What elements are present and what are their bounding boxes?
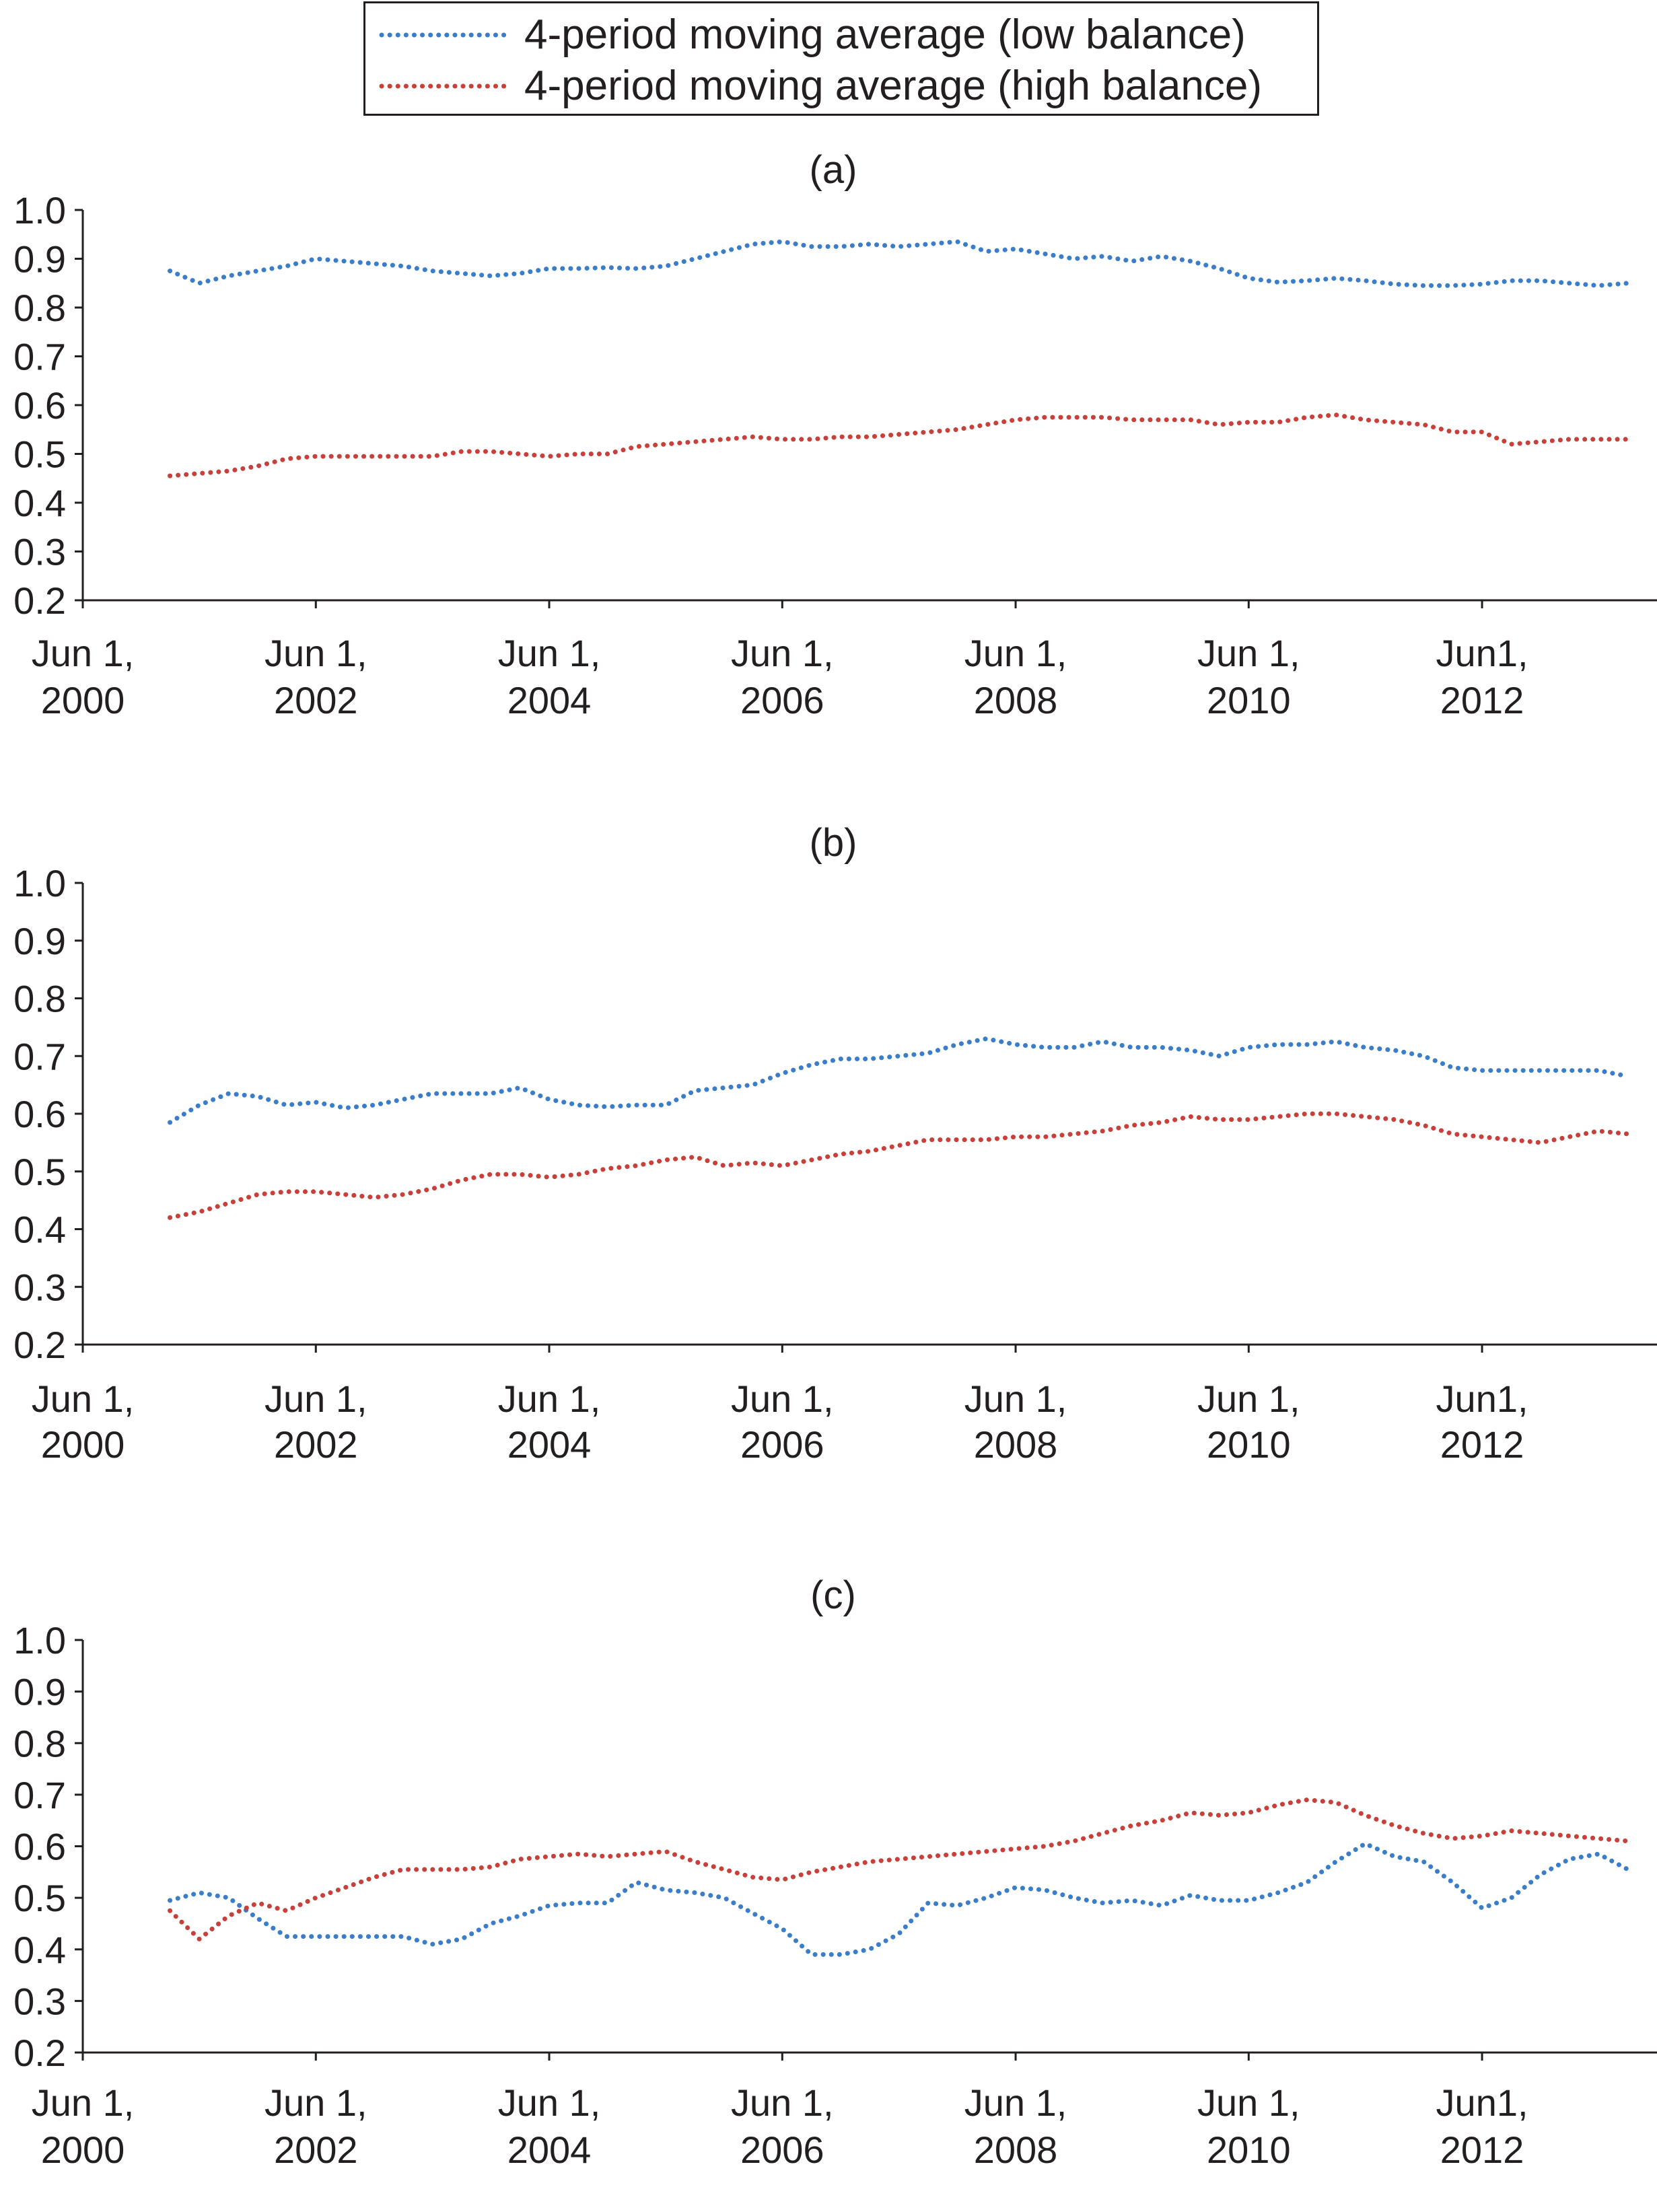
y-tick-label: 0.7 [13,1035,66,1077]
y-tick-label: 0.9 [13,238,66,281]
y-tick-label: 0.8 [13,1722,66,1764]
chart-title: (c) [810,1573,856,1617]
legend-entry-high-balance: 4-period moving average (high balance) [379,63,1262,110]
y-tick-label: 0.7 [13,1774,66,1816]
y-tick-label: 0.2 [13,579,66,622]
y-tick-label: 0.2 [13,1324,66,1366]
x-tick-label-line1: Jun 1, [731,632,834,674]
x-tick-label-line2: 2000 [41,1423,125,1466]
x-tick-label-line2: 2012 [1440,1423,1524,1466]
x-tick-label-line2: 2010 [1207,1423,1291,1466]
x-tick-label-line2: 2010 [1207,679,1291,721]
y-tick-label: 0.5 [13,433,66,476]
legend-swatch-low-balance [379,32,514,38]
legend-label-high-balance: 4-period moving average (high balance) [524,63,1262,109]
y-tick-label: 0.3 [13,1266,66,1308]
chart-panel-a: (a) 1.0 0.9 0.8 0.7 0.6 0.5 0.4 0.3 0.2 Jun 1, 2000… [13,148,1657,721]
series-line-high-balance [168,413,1631,478]
y-tick-label: 0.6 [13,384,66,427]
y-tick-label: 0.3 [13,1980,66,2022]
legend: 4-period moving average (low balance) 4-… [363,1,1319,116]
x-tick-label-line1: Jun 1, [964,2081,1067,2124]
y-tick-label: 0.4 [13,1209,66,1251]
x-tick-label-line1: Jun 1, [32,2081,135,2124]
x-tick-label-line1: Jun1, [1436,632,1528,674]
y-tick-label: 0.4 [13,1929,66,1971]
x-tick-label-line2: 2006 [740,2129,824,2171]
x-tick-label-line1: Jun1, [1436,2081,1528,2124]
x-tick-label-line1: Jun 1, [32,632,135,674]
series-line-high-balance [168,1797,1631,1941]
x-tick-label-line1: Jun 1, [964,1378,1067,1420]
y-tick-label: 0.7 [13,336,66,378]
legend-label-low-balance: 4-period moving average (low balance) [524,11,1246,58]
x-tick-label-line2: 2000 [41,679,125,721]
x-tick-label-line1: Jun 1, [1197,1378,1300,1420]
x-tick-label-line1: Jun 1, [731,1378,834,1420]
x-tick-label-line1: Jun 1, [1197,632,1300,674]
series-line-low-balance [168,239,1631,288]
x-tick-label-line1: Jun 1, [32,1378,135,1420]
series-line-low-balance [168,1036,1631,1125]
x-tick-label-line1: Jun 1, [964,632,1067,674]
chart-title: (a) [810,148,857,192]
x-tick-label-line1: Jun 1, [265,1378,367,1420]
x-tick-label-line2: 2004 [507,1423,592,1466]
x-tick-label-line2: 2004 [507,2129,592,2171]
x-tick-label-line1: Jun 1, [498,1378,601,1420]
x-tick-label-line1: Jun 1, [498,2081,601,2124]
x-tick-label-line2: 2002 [274,679,358,721]
x-tick-label-line2: 2012 [1440,2129,1524,2171]
chart-title: (b) [810,821,857,865]
x-tick-label-line2: 2012 [1440,679,1524,721]
y-tick-label: 0.3 [13,531,66,573]
y-tick-label: 1.0 [13,862,66,904]
y-tick-label: 0.5 [13,1877,66,1919]
y-tick-label: 1.0 [13,189,66,231]
x-tick-label-line2: 2006 [740,679,824,721]
x-tick-label-line2: 2008 [974,2129,1058,2171]
x-tick-label-line1: Jun 1, [1197,2081,1300,2124]
y-tick-label: 1.0 [13,1619,66,1662]
x-tick-label-line2: 2006 [740,1423,824,1466]
y-tick-label: 0.6 [13,1093,66,1135]
y-tick-label: 0.2 [13,2032,66,2074]
legend-swatch-high-balance [379,83,514,89]
x-tick-label-line2: 2008 [974,1423,1058,1466]
x-tick-label-line1: Jun 1, [498,632,601,674]
x-tick-label-line2: 2010 [1207,2129,1291,2171]
y-tick-label: 0.9 [13,920,66,962]
y-tick-label: 0.6 [13,1826,66,1868]
y-tick-label: 0.8 [13,287,66,329]
series-line-low-balance [168,1841,1631,1957]
series-line-high-balance [168,1111,1631,1220]
y-tick-label: 0.8 [13,978,66,1020]
chart-panel-c: (c) 1.0 0.9 0.8 0.7 0.6 0.5 0.4 0.3 0.2 Jun 1, 2000… [13,1573,1657,2171]
x-tick-label-line2: 2002 [274,2129,358,2171]
legend-entry-low-balance: 4-period moving average (low balance) [379,11,1246,59]
y-tick-label: 0.4 [13,482,66,524]
y-tick-label: 0.9 [13,1671,66,1713]
x-tick-label-line2: 2000 [41,2129,125,2171]
x-tick-label-line1: Jun1, [1436,1378,1528,1420]
y-tick-label: 0.5 [13,1151,66,1193]
x-tick-label-line1: Jun 1, [731,2081,834,2124]
x-tick-label-line2: 2004 [507,679,592,721]
x-tick-label-line1: Jun 1, [265,632,367,674]
x-tick-label-line2: 2002 [274,1423,358,1466]
x-tick-label-line1: Jun 1, [265,2081,367,2124]
x-tick-label-line2: 2008 [974,679,1058,721]
